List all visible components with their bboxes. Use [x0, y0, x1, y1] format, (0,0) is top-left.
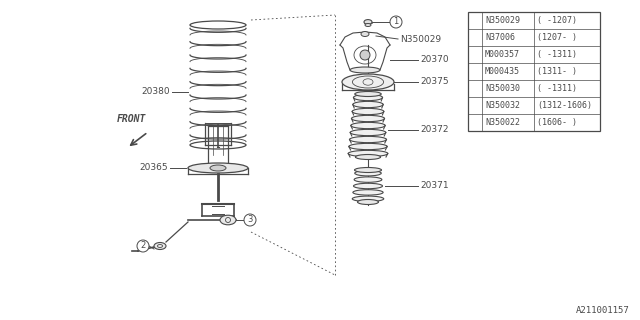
Circle shape [360, 50, 370, 60]
Ellipse shape [355, 167, 381, 172]
Ellipse shape [353, 183, 383, 189]
Bar [468, 12, 600, 131]
Text: M000357: M000357 [485, 50, 520, 59]
Ellipse shape [352, 108, 384, 115]
Circle shape [244, 214, 256, 226]
Ellipse shape [355, 155, 381, 159]
Ellipse shape [349, 136, 387, 143]
Text: ( -1207): ( -1207) [537, 16, 577, 25]
Circle shape [390, 16, 402, 28]
Ellipse shape [350, 129, 386, 136]
Ellipse shape [342, 74, 394, 90]
Ellipse shape [210, 165, 226, 171]
Text: 20375: 20375 [420, 77, 449, 86]
Text: (1606- ): (1606- ) [537, 118, 577, 127]
Text: 3: 3 [247, 215, 253, 225]
Text: 3: 3 [472, 101, 477, 110]
Text: N350030: N350030 [485, 84, 520, 93]
Text: (1312-1606): (1312-1606) [537, 101, 592, 110]
Text: 20370: 20370 [420, 55, 449, 65]
Circle shape [470, 50, 480, 60]
Ellipse shape [354, 177, 382, 182]
Text: N350032: N350032 [485, 101, 520, 110]
Text: 20371: 20371 [420, 181, 449, 190]
Ellipse shape [220, 215, 236, 225]
Circle shape [137, 240, 149, 252]
Ellipse shape [352, 196, 384, 202]
Ellipse shape [364, 20, 372, 24]
Text: A211001157: A211001157 [576, 306, 630, 315]
Ellipse shape [353, 101, 383, 108]
Ellipse shape [361, 31, 369, 36]
Text: N350022: N350022 [485, 118, 520, 127]
Text: FRONT: FRONT [116, 114, 146, 124]
Text: 20380: 20380 [141, 87, 170, 97]
Ellipse shape [365, 23, 371, 27]
Text: ( -1311): ( -1311) [537, 50, 577, 59]
Text: 20372: 20372 [420, 125, 449, 134]
Text: 1: 1 [472, 16, 477, 25]
Text: 1: 1 [394, 18, 399, 27]
Ellipse shape [353, 94, 383, 101]
Text: 20365: 20365 [140, 164, 168, 172]
Ellipse shape [351, 115, 385, 122]
Ellipse shape [349, 143, 387, 150]
Ellipse shape [355, 171, 381, 176]
Circle shape [470, 100, 480, 110]
Text: 2: 2 [472, 50, 477, 59]
Ellipse shape [188, 163, 248, 173]
Text: N37006: N37006 [485, 33, 515, 42]
Ellipse shape [154, 243, 166, 250]
Text: 2: 2 [140, 242, 146, 251]
Text: (1207- ): (1207- ) [537, 33, 577, 42]
Ellipse shape [358, 199, 378, 204]
Ellipse shape [355, 92, 381, 97]
Circle shape [470, 15, 480, 26]
Text: M000435: M000435 [485, 67, 520, 76]
Ellipse shape [353, 190, 383, 195]
Text: N350029: N350029 [485, 16, 520, 25]
Text: ( -1311): ( -1311) [537, 84, 577, 93]
Text: N350029: N350029 [400, 35, 441, 44]
Ellipse shape [348, 150, 388, 157]
Ellipse shape [350, 67, 380, 73]
Text: (1311- ): (1311- ) [537, 67, 577, 76]
Ellipse shape [351, 122, 385, 129]
